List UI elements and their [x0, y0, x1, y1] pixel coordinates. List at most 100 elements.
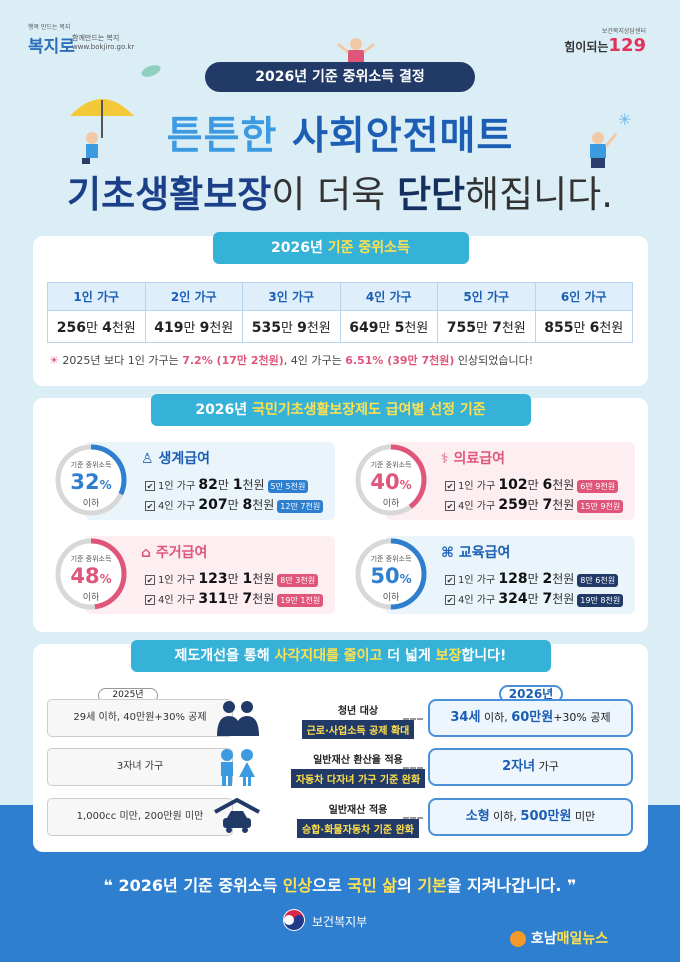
gauge-ring-livelihood — [55, 444, 127, 516]
table-header: 3인 가구 — [242, 282, 341, 311]
increase-badge: 8만 3천원 — [277, 573, 319, 587]
reform-card: 제도개선을 통해 사각지대를 줄이고 더 넓게 보장합니다! 2025년 202… — [33, 640, 648, 852]
reform-middle: 일반재산 적용 승합·화물자동차 기준 완화 — [273, 801, 443, 838]
arrow-icon — [403, 767, 423, 769]
ministry-logo[interactable]: 보건복지부 — [282, 908, 367, 936]
bokjiro-logo[interactable]: 행복 만드는 복지 복지로 함께만드는 복지 www.bokjiro.go.kr — [28, 22, 134, 57]
gauge-ring-education — [355, 538, 427, 610]
checkbox-icon: ✔ — [445, 501, 455, 511]
checkbox-icon: ✔ — [145, 501, 155, 511]
reform-middle: 청년 대상 근로·사업소득 공제 확대 — [273, 702, 443, 739]
benefit-title-b: 국민기초생활보장제도 급여별 선정 기준 — [252, 402, 486, 418]
benefit-criteria-card: 2026년 국민기초생활보장제도 급여별 선정 기준 기준 중위소득 32% 이… — [33, 394, 648, 632]
income-increase-note: ☀ 2025년 보다 1인 가구는 7.2% (17만 2천원), 4인 가구는… — [49, 354, 534, 367]
table-header: 1인 가구 — [47, 282, 146, 311]
checkbox-icon: ✔ — [145, 575, 155, 585]
lightbulb-icon: ☀ — [49, 354, 59, 367]
table-cell: 419만 9천원 — [144, 310, 243, 343]
benefit-name: ♙ 생계급여 — [141, 451, 210, 467]
checkbox-icon: ✔ — [145, 481, 155, 491]
logo-url: www.bokjiro.go.kr — [72, 43, 135, 51]
arrow-icon — [403, 817, 423, 819]
stethoscope-icon: ⚕ — [441, 451, 454, 467]
table-cell: 256만 4천원 — [47, 310, 146, 343]
increase-badge: 19만 1천원 — [277, 593, 324, 607]
reform-before: 1,000cc 미만, 200만원 미만 — [47, 798, 233, 836]
headline-line2-b: 이 더욱 — [271, 173, 397, 216]
snowflake-icon: ✳ — [618, 110, 632, 129]
news-logo[interactable]: 호남매일뉴스 — [510, 928, 608, 948]
logo-tiny-text: 행복 만드는 복지 — [28, 24, 71, 31]
increase-badge: 15만 9천원 — [577, 499, 624, 513]
checkbox-icon: ✔ — [145, 595, 155, 605]
hotline-tiny-text: 보건복지상담센터 — [601, 28, 646, 35]
increase-badge: 19만 8천원 — [577, 593, 624, 607]
headline-line2: 기초생활보장이 더욱 단단해집니다. — [0, 164, 680, 218]
increase-badge: 12만 7천원 — [277, 499, 324, 513]
benefit-title-a: 2026년 — [195, 402, 253, 418]
median-income-title-b: 기준 중위소득 — [327, 240, 410, 256]
table-cell: 755만 7천원 — [437, 310, 536, 343]
gauge-sub: 이하 — [382, 499, 400, 509]
headline-line2-a: 기초생활보장 — [67, 173, 272, 216]
benefit-row: ✔ 4인 가구 259만 7천원 15만 9천원 — [445, 496, 624, 513]
table-cell: 855만 6천원 — [534, 310, 633, 343]
gauge-percent: 48% — [70, 564, 112, 588]
reform-before: 3자녀 가구 — [47, 748, 233, 786]
increase-badge: 6만 9천원 — [577, 479, 619, 493]
headline-pill: 2026년 기준 중위소득 결정 — [205, 62, 475, 92]
table-header: 2인 가구 — [144, 282, 243, 311]
benefit-row: ✔ 4인 가구 324만 7천원 19만 8천원 — [445, 590, 624, 607]
benefit-row: ✔ 4인 가구 207만 8천원 12만 7천원 — [145, 496, 324, 513]
hotline-text: 힘이되는 — [564, 40, 609, 54]
gauge-label: 기준 중위소득 — [70, 461, 112, 469]
headline-line2-c: 단단 — [396, 173, 466, 216]
logo-brand: 복지로 — [28, 37, 75, 57]
reform-after: 2자녀 가구 — [428, 748, 633, 786]
footer-slogan: ❝ 2026년 기준 중위소득 인상으로 국민 삶의 기본을 지켜나갑니다. ❞ — [103, 876, 577, 895]
checkbox-icon: ✔ — [445, 595, 455, 605]
gauge-label: 기준 중위소득 — [370, 555, 412, 563]
quote-close-icon: ❞ — [561, 876, 577, 895]
increase-badge: 5만 5천원 — [267, 479, 309, 493]
gauge-sub: 이하 — [382, 593, 400, 603]
gauge-sub: 이하 — [82, 499, 100, 509]
table-header: 5인 가구 — [437, 282, 536, 311]
reform-middle: 일반재산 환산율 적용 자동차 다자녀 가구 기준 완화 — [273, 751, 443, 788]
headline-line1-a: 튼튼한 — [166, 114, 292, 159]
hotline-number: 129 — [608, 35, 646, 56]
quote-open-icon: ❝ — [103, 876, 119, 895]
taegeuk-icon — [283, 909, 305, 931]
table-cell: 649만 5천원 — [339, 310, 438, 343]
headline-line2-d: 해집니다. — [465, 173, 613, 216]
gauge-percent: 32% — [70, 470, 112, 494]
children-icon — [221, 749, 255, 786]
benefit-education: 기준 중위소득 50% 이하 ⌘ 교육급여 ✔ 1인 가구 128만 2천원 8만 … — [345, 532, 635, 616]
gauge-percent: 50% — [370, 564, 412, 588]
benefit-name: ⌘ 교육급여 — [441, 545, 511, 561]
gauge-percent: 40% — [370, 470, 412, 494]
leaf-icon — [141, 65, 161, 77]
median-income-title: 2026년 기준 중위소득 — [212, 232, 469, 264]
gauge-ring-medical — [355, 444, 427, 516]
house-icon: ⌂ — [141, 545, 156, 561]
ministry-name: 보건복지부 — [312, 915, 368, 929]
checkbox-icon: ✔ — [445, 481, 455, 491]
benefit-name: ⌂ 주거급여 — [141, 545, 208, 561]
headline-line1-b: 사회안전매트 — [291, 114, 514, 159]
umbrella-child-illustration — [70, 99, 134, 164]
table-header: 4인 가구 — [339, 282, 438, 311]
benefit-livelihood: 기준 중위소득 32% 이하 ♙ 생계급여 ✔ 1인 가구 82만 1천원 5만 5… — [45, 438, 335, 522]
benefit-row: ✔ 1인 가구 123만 1천원 8만 3천원 — [145, 570, 319, 587]
table-header: 6인 가구 — [534, 282, 633, 311]
median-income-card: 2026년 기준 중위소득 1인 가구 2인 가구 3인 가구 4인 가구 5인… — [33, 232, 648, 386]
table-cell: 535만 9천원 — [242, 310, 341, 343]
hotline-129-logo[interactable]: 보건복지상담센터 힘이되는129 — [564, 26, 646, 56]
benefit-criteria-title: 2026년 국민기초생활보장제도 급여별 선정 기준 — [150, 394, 531, 426]
checkbox-icon: ✔ — [445, 575, 455, 585]
reform-title: 제도개선을 통해 사각지대를 줄이고 더 넓게 보장합니다! — [130, 640, 551, 672]
logo-tagline-text: 함께만드는 복지 — [72, 34, 120, 42]
benefit-row: ✔ 1인 가구 128만 2천원 8만 6천원 — [445, 570, 619, 587]
arrow-icon — [403, 718, 423, 720]
benefit-row: ✔ 1인 가구 102만 6천원 6만 9천원 — [445, 476, 619, 493]
